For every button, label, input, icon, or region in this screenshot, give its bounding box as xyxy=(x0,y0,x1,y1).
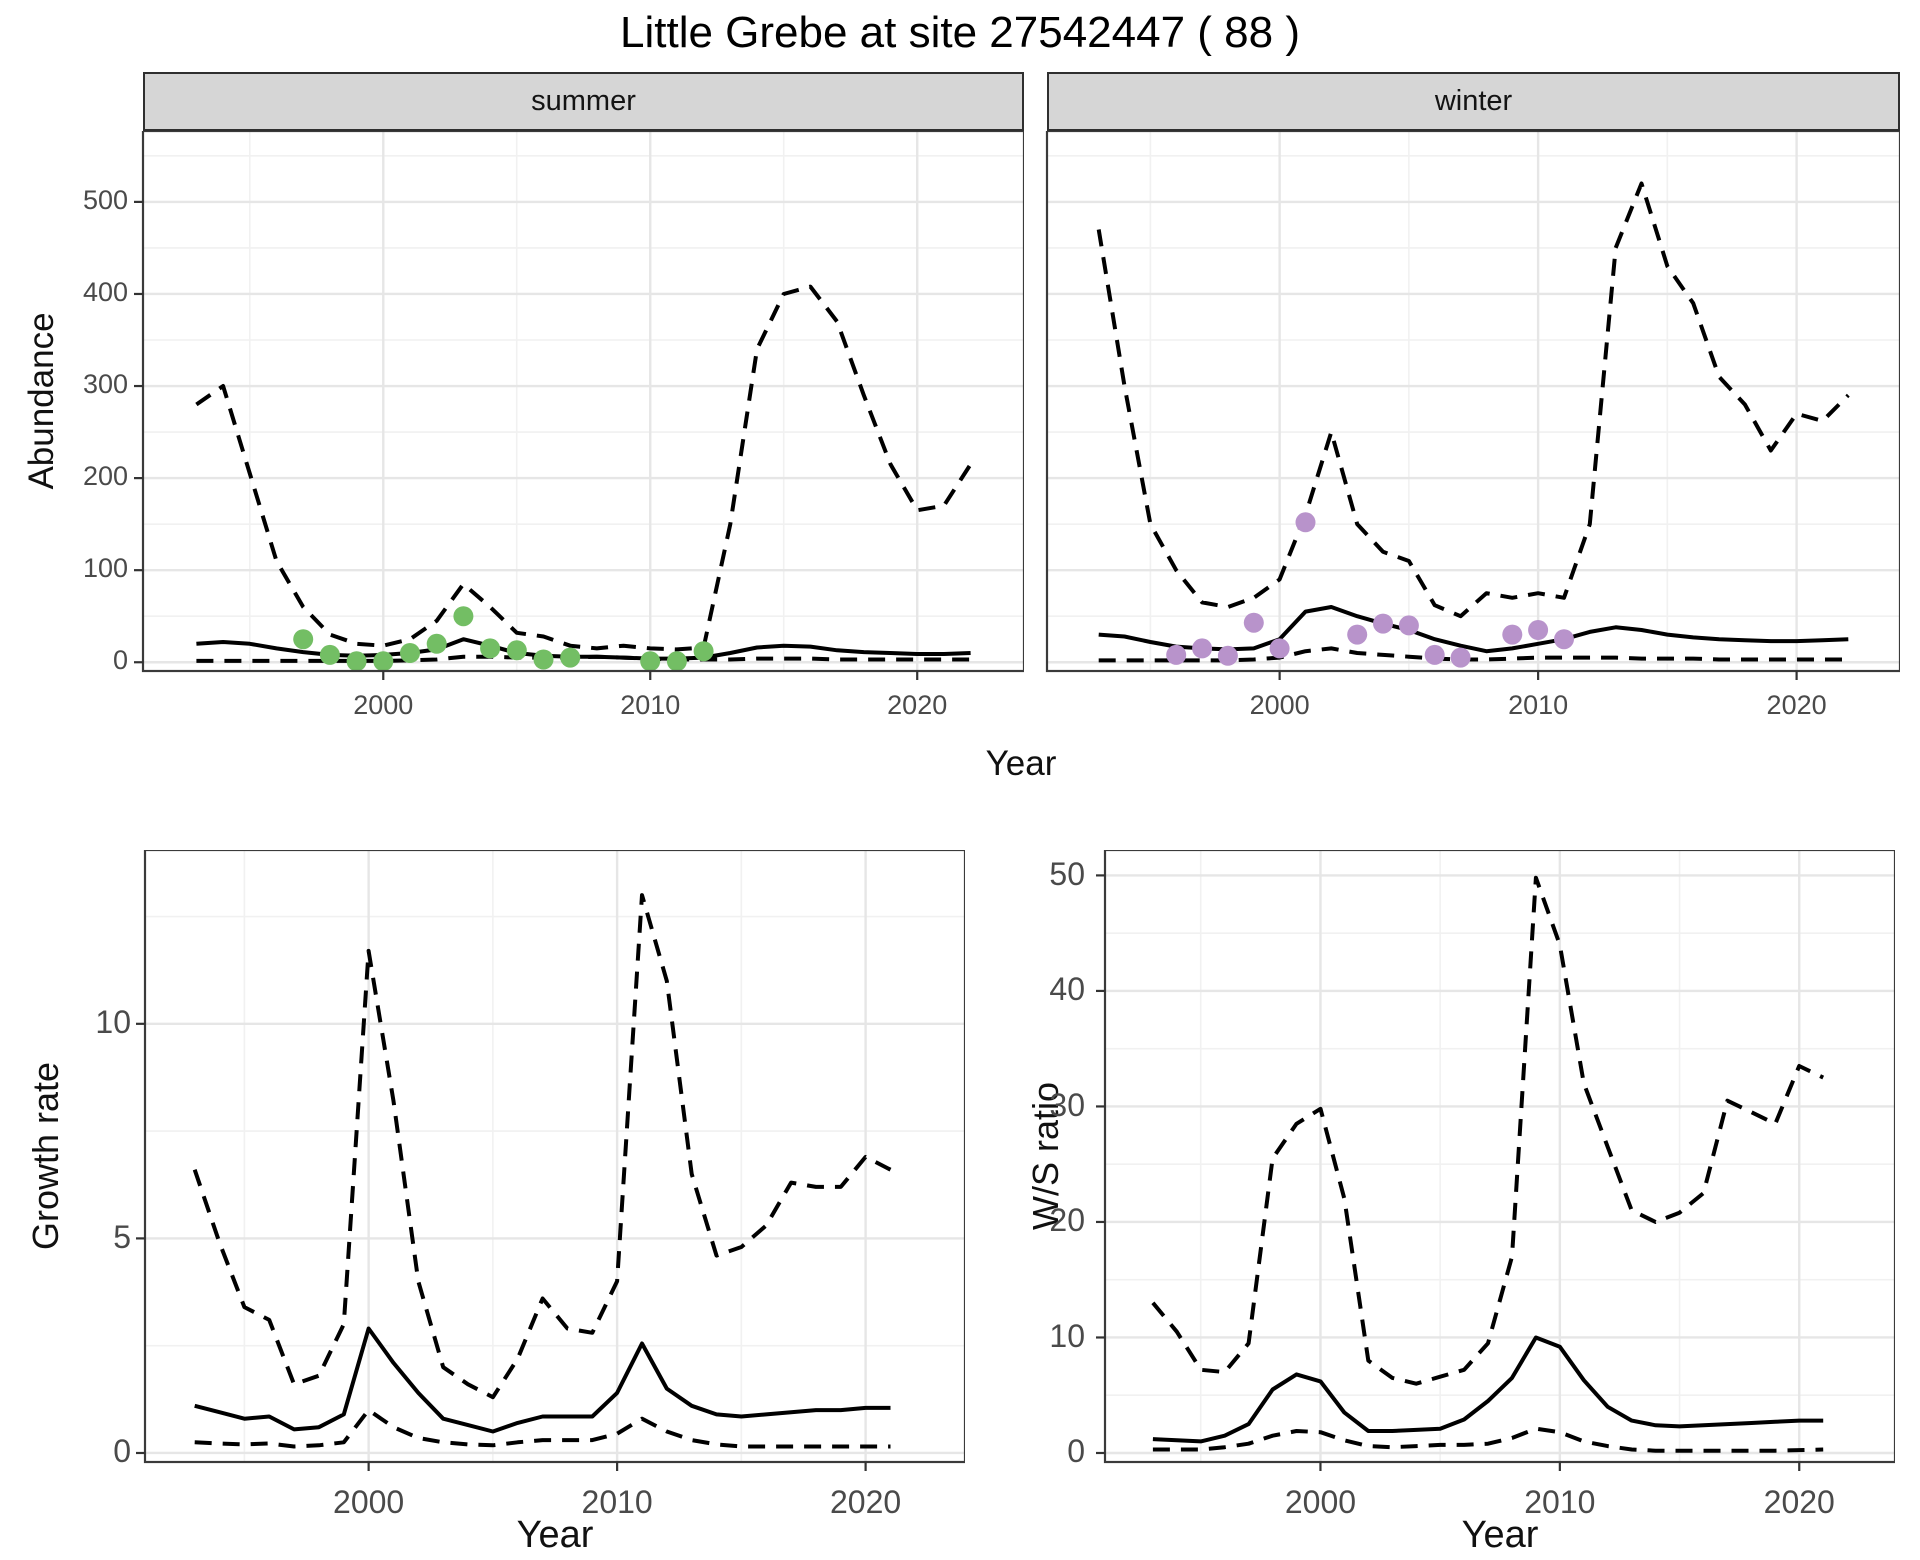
x-tick-label: 2000 xyxy=(1284,1484,1357,1520)
chart-title: Little Grebe at site 27542447 ( 88 ) xyxy=(620,8,1300,57)
panel-border xyxy=(141,131,1024,673)
summer-observations-point xyxy=(480,638,501,659)
winter-observations-point xyxy=(1347,624,1368,645)
panel-border xyxy=(143,850,965,1464)
y-tick-label: 40 xyxy=(1049,971,1085,1008)
panel-border xyxy=(1103,850,1895,1464)
x-tick-label: 2020 xyxy=(1766,690,1827,720)
winter-observations-point xyxy=(1217,645,1238,666)
y-tick-label: 30 xyxy=(1049,1086,1085,1123)
summer-observations-point xyxy=(506,640,527,661)
winter-observations-point xyxy=(1166,644,1187,665)
winter-observations-point xyxy=(1269,638,1290,659)
y-tick-label: 20 xyxy=(1049,1202,1085,1239)
y-tick-label: 300 xyxy=(82,369,128,400)
x-tick-label: 2000 xyxy=(1249,690,1310,720)
summer-observations-point xyxy=(533,649,554,670)
y-tick-label: 0 xyxy=(1067,1433,1085,1470)
growth-rate-upper_ci-line xyxy=(192,893,892,1400)
panel-background xyxy=(1105,850,1895,1462)
growth-rate-plot xyxy=(136,850,965,1471)
abundance-winter-plot xyxy=(1045,131,1900,680)
x-tick-label: 2010 xyxy=(620,690,681,720)
facet-strip-winter-label: winter xyxy=(1434,85,1513,117)
facet-strip-summer: summer xyxy=(143,72,1024,132)
summer-observations-point xyxy=(293,629,314,650)
facet-strip-winter: winter xyxy=(1047,72,1900,132)
x-tick-label: 2010 xyxy=(581,1484,653,1520)
abundance-summer-lower_ci-line xyxy=(196,654,971,663)
winter-observations-point xyxy=(1398,615,1419,636)
winter-observations-point xyxy=(1373,613,1393,634)
abundance-winter-upper_ci-line xyxy=(1096,181,1850,619)
ws-ratio-model_fit-line xyxy=(1152,1335,1824,1444)
x-tick-label: 2010 xyxy=(1524,1484,1596,1520)
y-tick-label: 0 xyxy=(113,1433,131,1470)
ws-ratio-plot xyxy=(1096,850,1895,1471)
winter-observations-point xyxy=(1528,620,1549,640)
x-tick-label: 2020 xyxy=(887,690,948,720)
summer-observations-point xyxy=(560,647,581,668)
abundance-summer-plot xyxy=(134,131,1024,680)
x-tick-label: 2020 xyxy=(1763,1484,1835,1520)
summer-observations-point xyxy=(400,643,420,663)
growth-rate-model_fit-line xyxy=(194,1326,891,1434)
y-tick-label: 50 xyxy=(1049,855,1085,892)
ws-ratio-lower_ci-line xyxy=(1152,1426,1824,1453)
panel-background xyxy=(1047,131,1900,671)
x-tick-label: 2010 xyxy=(1508,690,1569,720)
facet-strip-summer-label: summer xyxy=(531,85,636,117)
winter-observations-point xyxy=(1450,647,1471,668)
panel-background xyxy=(145,850,965,1462)
y-tick-label: 0 xyxy=(112,645,128,676)
summer-observations-point xyxy=(319,644,340,665)
winter-observations-point xyxy=(1554,629,1574,650)
y-tick-label: 5 xyxy=(113,1218,131,1255)
y-tick-label: 10 xyxy=(1049,1317,1085,1354)
panel-border xyxy=(1045,131,1900,673)
winter-observations-point xyxy=(1192,638,1213,659)
summer-observations-point xyxy=(373,651,394,672)
panel-background xyxy=(143,131,1024,671)
y-tick-label: 10 xyxy=(95,1004,131,1041)
x-axis-title-top-year: Year xyxy=(985,744,1057,783)
winter-observations-point xyxy=(1295,512,1316,533)
x-tick-label: 2020 xyxy=(830,1484,902,1520)
summer-observations-point xyxy=(640,651,661,672)
y-tick-label: 500 xyxy=(82,185,128,216)
y-tick-label: 100 xyxy=(82,553,128,584)
growth-rate-lower_ci-line xyxy=(194,1408,891,1449)
y-tick-label: 200 xyxy=(82,461,128,492)
x-axis-title-growth-year: Year xyxy=(516,1514,594,1556)
summer-observations-point xyxy=(426,633,447,654)
y-tick-label: 400 xyxy=(82,277,128,308)
ws-ratio-upper_ci-line xyxy=(1151,875,1825,1386)
abundance-summer-upper_ci-line xyxy=(195,284,973,652)
winter-observations-point xyxy=(1424,644,1445,665)
summer-observations-point xyxy=(346,651,367,672)
x-tick-label: 2000 xyxy=(333,1484,405,1520)
x-tick-label: 2000 xyxy=(353,690,414,720)
winter-observations-point xyxy=(1502,624,1523,645)
summer-observations-point xyxy=(693,641,714,662)
winter-observations-point xyxy=(1243,612,1264,633)
x-axis-title-ws-year: Year xyxy=(1461,1514,1539,1556)
summer-observations-point xyxy=(453,606,474,627)
summer-observations-point xyxy=(666,651,687,672)
